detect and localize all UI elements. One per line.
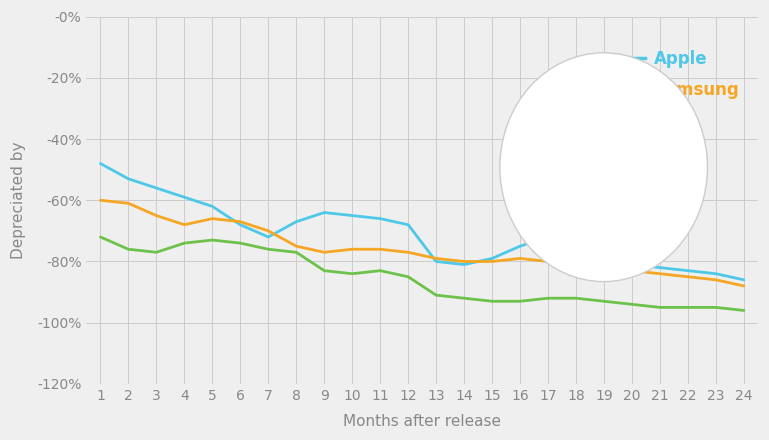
Y-axis label: Depreciated by: Depreciated by bbox=[11, 142, 26, 259]
X-axis label: Months after release: Months after release bbox=[343, 414, 501, 429]
Legend: Apple, Samsung, HTC: Apple, Samsung, HTC bbox=[609, 43, 746, 137]
